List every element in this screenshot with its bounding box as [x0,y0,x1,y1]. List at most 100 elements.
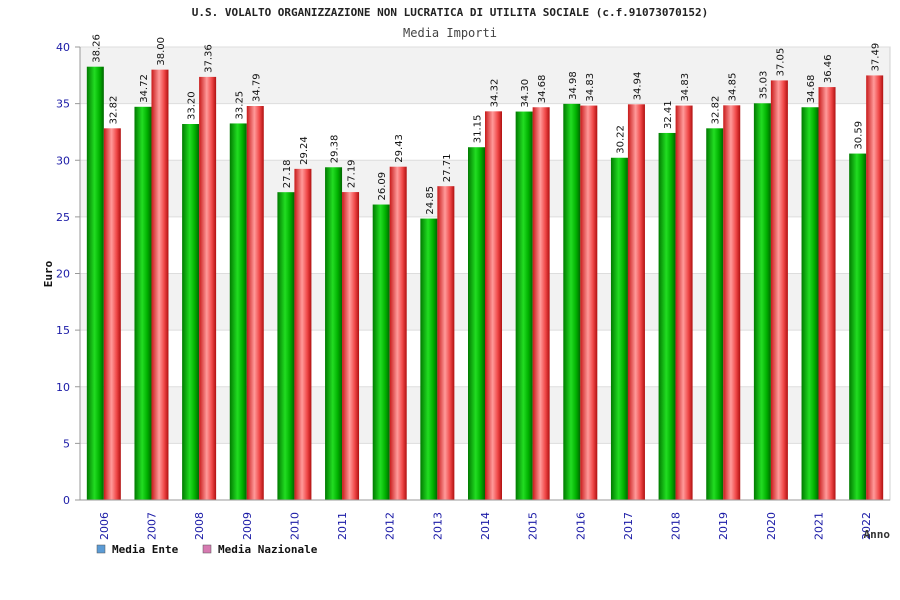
x-tick-label: 2022 [860,512,873,540]
bar-media-ente [515,111,533,501]
bar-media-nazionale [818,87,836,500]
legend-swatch-media-ente [96,544,106,554]
value-label: 29.38 [330,135,341,164]
value-label: 34.85 [728,73,739,102]
value-label: 34.94 [632,72,643,101]
chart-subtitle: Media Importi [403,26,497,40]
value-label: 30.22 [615,125,626,154]
bar-media-ente [325,167,343,501]
bar-media-ente [182,124,200,500]
x-tick-label: 2018 [670,512,683,540]
x-tick-label: 2013 [431,512,444,540]
value-label: 38.00 [156,37,167,66]
y-axis: 0 5 10 15 20 25 30 35 40 [56,41,81,507]
y-tick-label: 35 [56,98,70,111]
bar-media-nazionale [866,75,884,500]
bars [86,66,884,501]
value-label: 37.36 [204,44,215,73]
x-tick-label: 2009 [241,512,254,540]
x-tick-label: 2021 [813,512,826,540]
x-axis: 2006 2007 2008 2009 2010 2011 2012 2013 2014 2015… [80,499,890,540]
value-label: 33.20 [187,91,198,120]
x-tick-label: 2017 [622,512,635,540]
value-label: 34.83 [585,73,596,102]
legend-swatch-media-nazionale [202,544,212,554]
x-tick-label: 2014 [479,512,492,540]
bar-media-ente [468,147,485,500]
value-label: 30.59 [854,121,865,150]
value-label: 29.43 [394,134,405,163]
value-label: 36.46 [823,54,834,83]
x-tick-label: 2006 [98,512,111,540]
value-label: 32.82 [108,96,119,125]
bar-media-ente [658,132,676,500]
bar-media-ente [849,153,867,501]
value-label: 31.15 [473,115,484,144]
chart-title: U.S. VOLALTO ORGANIZZAZIONE NON LUCRATIC… [192,6,709,19]
bar-media-ente [610,157,628,501]
bar-media-nazionale [485,111,502,501]
bar-media-ente [86,66,104,500]
value-label: 35.03 [758,71,769,100]
value-label: 34.32 [490,79,501,108]
value-label: 32.41 [663,100,674,129]
value-label: 34.68 [806,75,817,104]
y-tick-label: 10 [56,381,70,394]
x-tick-label: 2020 [765,512,778,540]
x-tick-label: 2007 [145,512,158,540]
value-label: 37.49 [871,43,882,72]
bar-media-ente [801,107,819,501]
bar-media-ente [277,192,295,500]
legend: Media Ente Media Nazionale [96,543,318,556]
bar-media-nazionale [675,105,693,501]
bar-media-ente [134,106,152,501]
value-label: 27.71 [442,154,453,183]
y-tick-label: 40 [56,41,70,54]
x-tick-label: 2019 [717,512,730,540]
value-label: 32.82 [711,96,722,125]
x-tick-label: 2015 [527,512,540,540]
value-label: 27.19 [347,159,358,188]
value-label: 34.79 [251,73,262,102]
value-label: 37.05 [775,48,786,77]
legend-label-media-ente: Media Ente [112,543,179,556]
x-tick-label: 2011 [336,512,349,540]
bar-media-ente [563,103,581,500]
bar-media-nazionale [389,166,407,500]
value-label: 33.25 [234,91,245,120]
value-label: 26.09 [377,172,388,201]
value-label: 38.26 [91,34,102,63]
bar-media-ente [420,218,438,501]
y-tick-label: 20 [56,268,70,281]
bar-media-nazionale [246,106,264,501]
value-labels: 38.26 32.82 34.72 38.00 33.20 37.36 33.25 34.79… [91,34,881,215]
y-tick-label: 15 [56,324,70,337]
bar-media-nazionale [627,104,645,500]
value-label: 24.85 [425,186,436,215]
bar-media-nazionale [151,69,169,501]
x-tick-label: 2012 [384,512,397,540]
y-tick-label: 0 [63,494,70,507]
bar-media-nazionale [580,105,598,501]
y-tick-label: 5 [63,437,70,450]
x-tick-label: 2008 [193,512,206,540]
y-tick-label: 30 [56,154,70,167]
bar-media-nazionale [437,186,455,500]
bar-media-ente [229,123,247,500]
bar-media-ente [753,103,771,500]
value-label: 34.83 [680,73,691,102]
bar-media-nazionale [199,76,217,500]
value-label: 34.98 [568,71,579,100]
bar-media-nazionale [770,80,788,500]
legend-label-media-nazionale: Media Nazionale [218,543,318,556]
x-tick-label: 2016 [574,512,587,540]
value-label: 34.72 [139,74,150,103]
bar-media-nazionale [103,128,121,500]
value-label: 34.30 [520,79,531,108]
bar-media-ente [706,128,724,500]
bar-media-nazionale [723,105,741,500]
y-tick-label: 25 [56,211,70,224]
bar-media-nazionale [342,192,360,501]
bar-media-nazionale [532,107,550,501]
value-label: 34.68 [537,75,548,104]
